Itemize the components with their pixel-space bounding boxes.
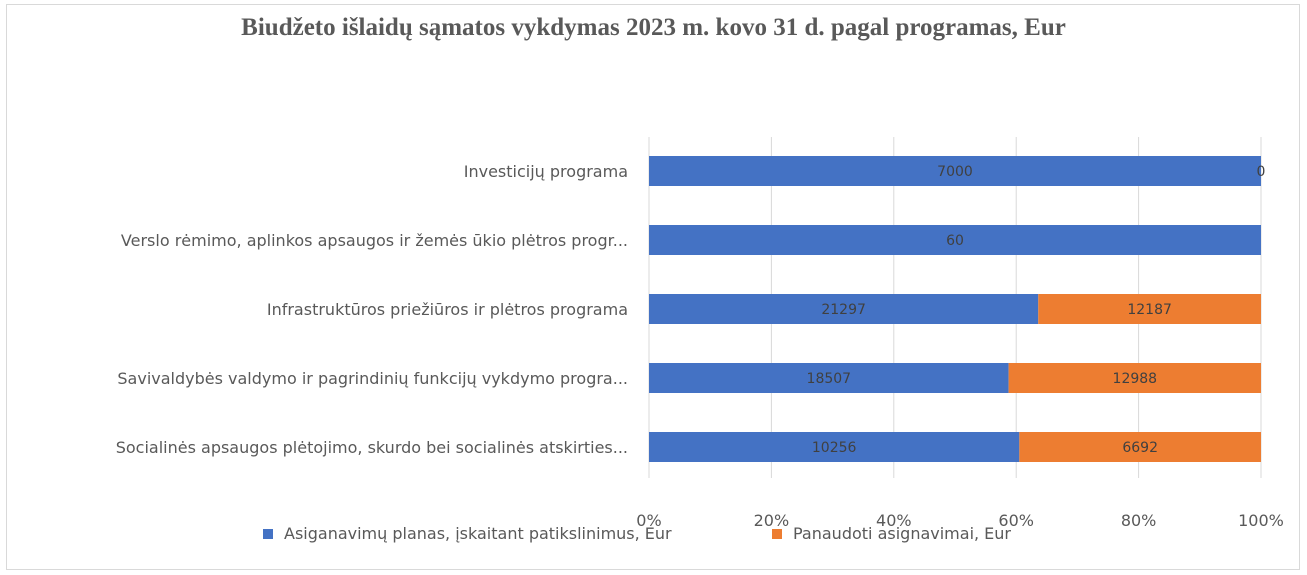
x-tick-label: 0% [636,511,661,530]
bar-plan-2 [649,294,1039,324]
x-tick-label: 40% [876,511,912,530]
bar-plan-3 [649,363,1009,393]
chart-area [6,4,1300,570]
legend-label: Asiganavimų planas, įskaitant patikslini… [284,524,672,543]
x-tick-label: 80% [1121,511,1157,530]
chart-title: Biudžeto išlaidų sąmatos vykdymas 2023 m… [241,14,1066,41]
x-tick-label: 100% [1238,511,1284,530]
category-label: Socialinės apsaugos plėtojimo, skurdo be… [116,438,628,457]
bar-plan-0 [649,156,1261,186]
legend-swatch [263,529,273,539]
bar-plan-4 [649,432,1020,462]
bar-plan-1 [649,225,1261,255]
category-label: Savivaldybės valdymo ir pagrindinių funk… [117,369,628,388]
bar-used-4 [1019,432,1261,462]
x-tick-label: 60% [998,511,1034,530]
data-label: 10256 [812,440,857,456]
data-label: 18507 [807,371,852,387]
category-label: Verslo rėmimo, aplinkos apsaugos ir žemė… [121,231,628,250]
x-tick-label: 20% [754,511,790,530]
bar-used-3 [1008,363,1261,393]
bar-used-2 [1038,294,1261,324]
data-label: 12187 [1127,302,1172,318]
data-label: 12988 [1113,371,1158,387]
data-label: 7000 [937,164,973,180]
legend-label: Panaudoti asignavimai, Eur [793,524,1011,543]
data-label: 6692 [1122,440,1158,456]
data-label: 0 [1257,164,1266,180]
legend-swatch [772,529,782,539]
category-label: Investicijų programa [464,162,628,181]
category-label: Infrastruktūros priežiūros ir plėtros pr… [267,300,628,319]
data-label: 21297 [821,302,866,318]
data-label: 60 [946,233,964,249]
